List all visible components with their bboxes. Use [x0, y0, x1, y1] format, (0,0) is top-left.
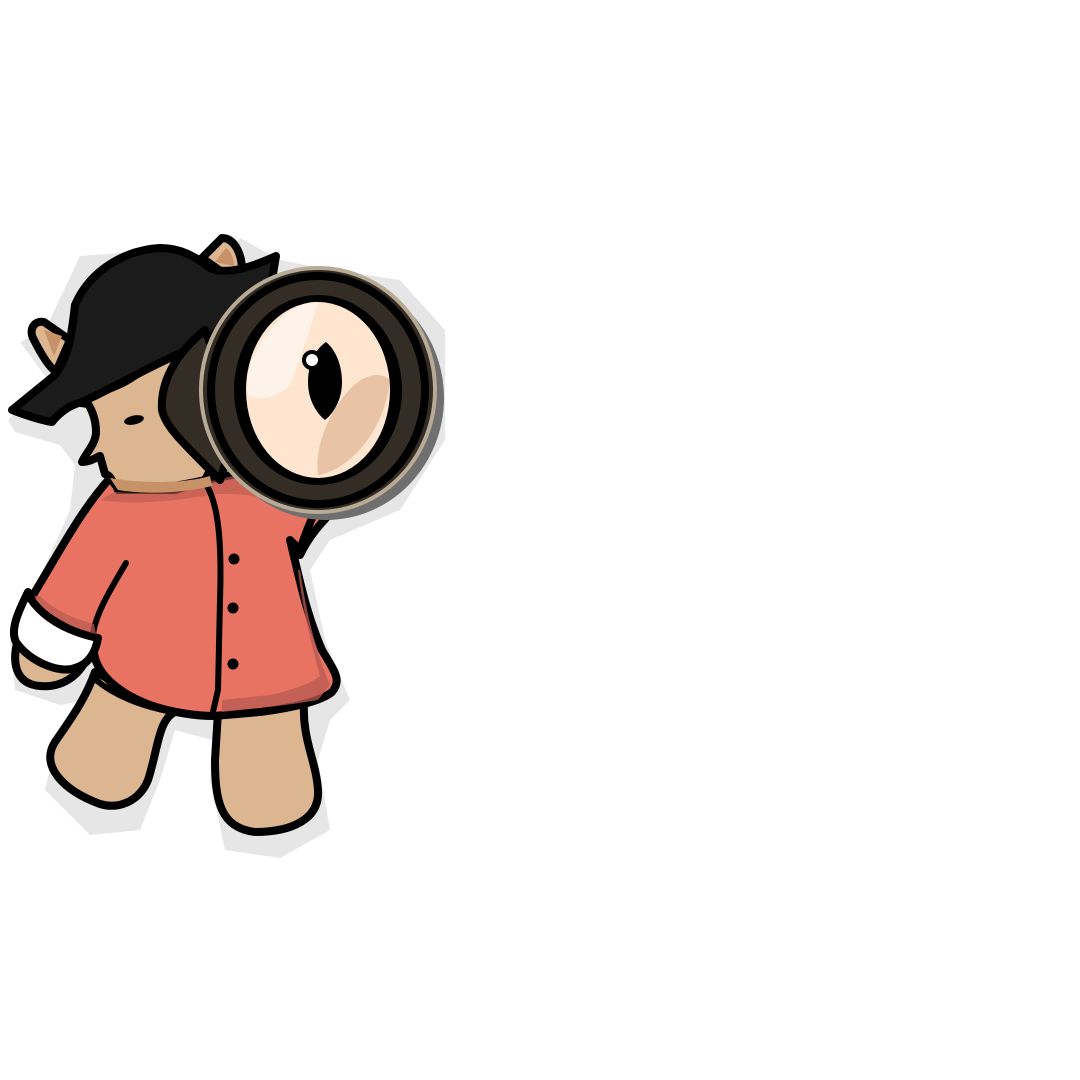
button-middle: [227, 602, 239, 614]
button-top: [228, 553, 240, 565]
magnifying-glass-icon: [157, 266, 444, 520]
cat-ear-inner: [44, 330, 62, 356]
sleeve-cuff: [9, 588, 102, 674]
coat-shade: [222, 570, 330, 712]
button-bottom: [227, 658, 239, 670]
sleeve-cuff-shade: [34, 596, 96, 634]
eye-glint: [302, 350, 322, 370]
cat-nose: [124, 415, 144, 425]
cat-ear-top-inner: [215, 248, 234, 266]
eye-icon: [302, 342, 342, 420]
coat-hem-line: [93, 677, 215, 719]
trench-coat: [9, 466, 341, 720]
right-leg: [211, 698, 323, 836]
coat-front-seam: [204, 483, 224, 719]
coat-buttons: [227, 553, 240, 670]
glass-rim-inner-ring: [207, 272, 429, 508]
lens-highlight: [247, 301, 318, 398]
lens-shade: [317, 375, 390, 475]
cat-mouth-shade: [110, 476, 212, 493]
detective-hat: [8, 244, 280, 426]
